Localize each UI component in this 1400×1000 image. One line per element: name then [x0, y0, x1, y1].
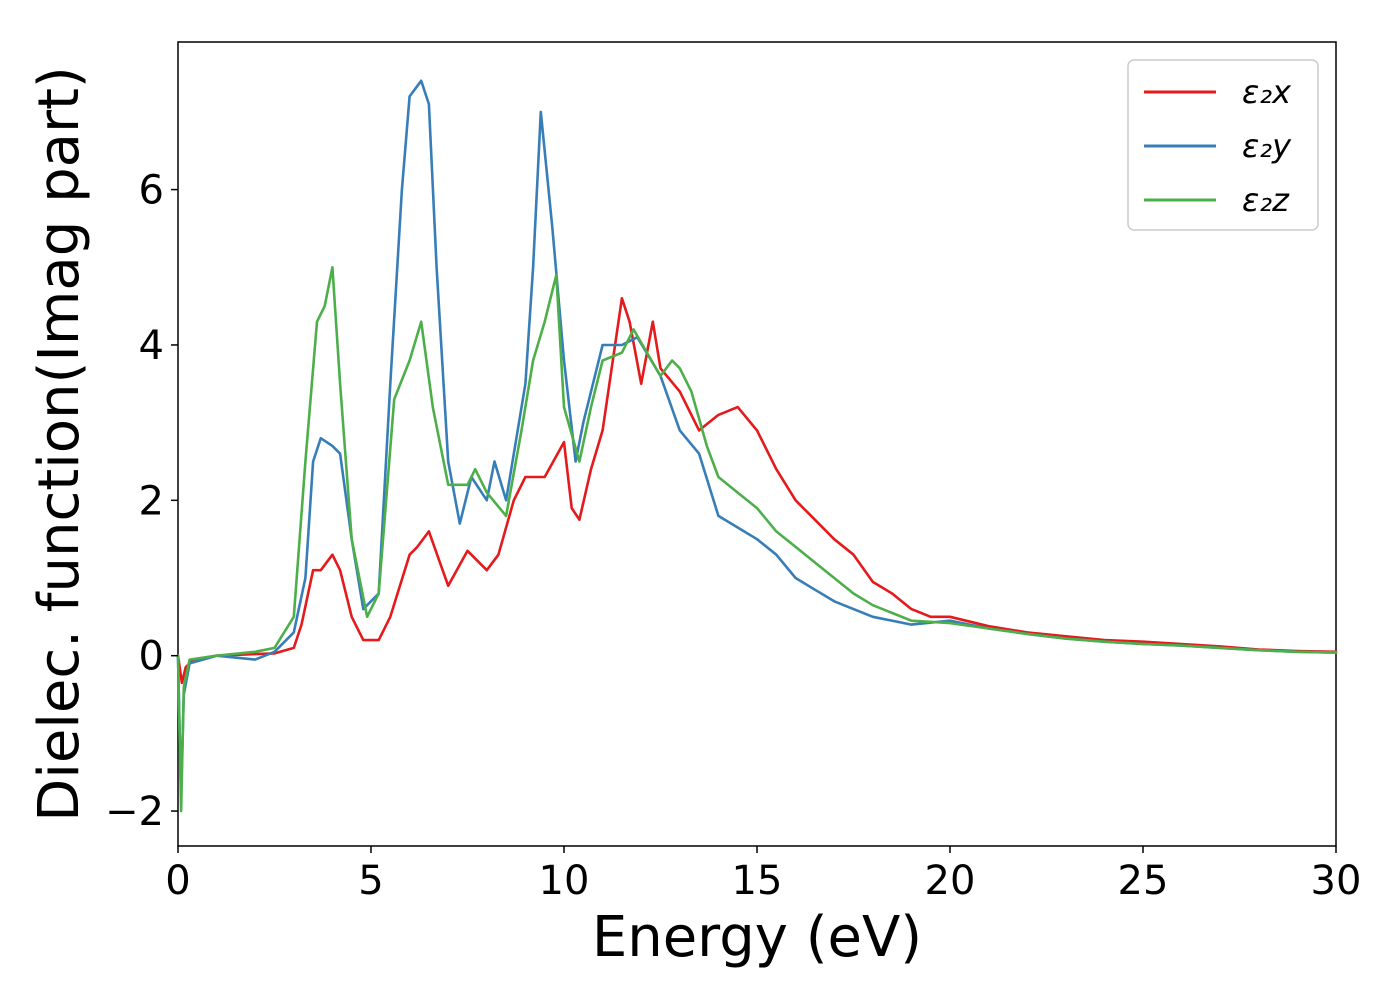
x-axis-ticks: 0 5 10 15 20 25 30 — [165, 846, 1361, 904]
y-tick-label: 4 — [139, 323, 164, 369]
legend: ε₂x ε₂y ε₂z — [1127, 59, 1319, 231]
legend-box — [1127, 59, 1319, 231]
y-tick-label: −2 — [105, 789, 164, 835]
x-tick-label: 5 — [358, 858, 383, 904]
x-axis-label: Energy (eV) — [592, 905, 922, 970]
x-tick-label: 10 — [539, 858, 590, 904]
y-tick-label: 2 — [139, 478, 164, 524]
y-axis-label: Dielec. function(Imag part) — [27, 66, 92, 822]
y-axis-ticks: −2 0 2 4 6 — [105, 168, 178, 835]
legend-label-3: ε₂z — [1242, 181, 1290, 219]
x-tick-label: 30 — [1311, 858, 1362, 904]
series-line-1 — [176, 297, 1338, 685]
y-tick-label: 0 — [139, 634, 164, 680]
x-tick-label: 25 — [1118, 858, 1169, 904]
x-tick-label: 0 — [165, 858, 190, 904]
y-tick-label: 6 — [139, 168, 164, 214]
x-tick-label: 15 — [732, 858, 783, 904]
x-tick-label: 20 — [925, 858, 976, 904]
series-line-3 — [176, 266, 1338, 813]
series-line-2 — [176, 79, 1338, 797]
legend-label-1: ε₂x — [1242, 73, 1292, 111]
legend-items: ε₂x ε₂y ε₂z — [1144, 73, 1292, 219]
legend-label-2: ε₂y — [1242, 127, 1292, 165]
series-group — [176, 79, 1338, 813]
